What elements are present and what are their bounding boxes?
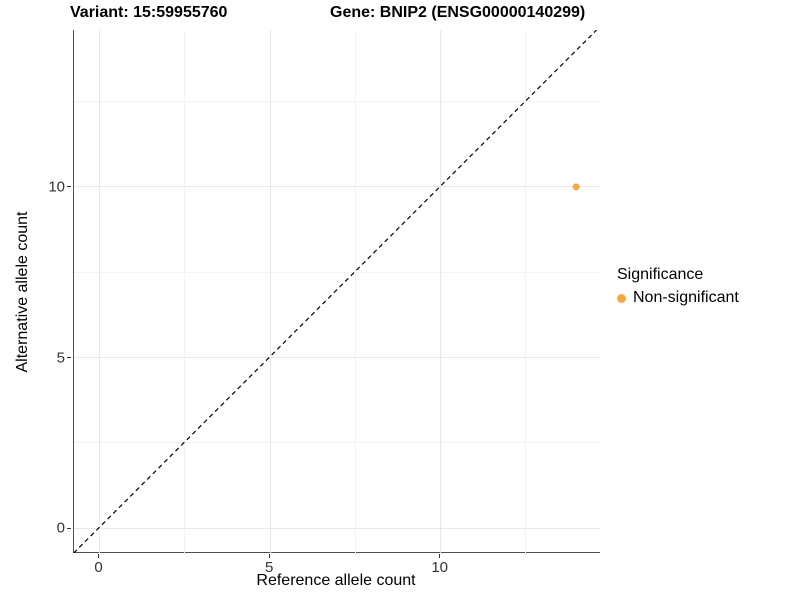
y-tickmark <box>67 527 71 529</box>
x-tickmark <box>268 554 270 558</box>
data-point <box>572 183 580 191</box>
v-gridline <box>440 30 442 553</box>
h-gridline <box>74 357 601 358</box>
variant-title: Variant: 15:59955760 <box>70 4 228 21</box>
h-gridline-minor <box>74 442 601 444</box>
x-tick-label: 10 <box>431 559 449 576</box>
legend-item: Non-significant <box>617 289 739 307</box>
h-gridline-minor <box>74 271 601 273</box>
v-gridline <box>269 30 271 553</box>
h-gridline <box>74 186 601 188</box>
v-gridline-minor <box>354 30 356 553</box>
x-axis-title: Reference allele count <box>256 572 416 589</box>
y-axis-title: Alternative allele count <box>14 211 31 373</box>
plot-layer <box>73 30 598 553</box>
identity-dashed-line <box>73 30 598 553</box>
y-tick-label: 10 <box>48 178 65 196</box>
y-tickmark <box>67 186 71 188</box>
h-gridline-minor <box>74 101 601 103</box>
v-gridline-minor <box>525 30 527 553</box>
x-tick-label: 5 <box>264 559 274 576</box>
legend-title: Significance <box>617 266 704 283</box>
y-tick-label: 5 <box>56 349 65 366</box>
h-gridline <box>74 527 601 529</box>
y-tickmark <box>67 357 71 358</box>
legend-key-dot-icon <box>617 293 626 303</box>
legend-item-label: Non-significant <box>633 289 739 306</box>
x-tickmark <box>439 554 441 558</box>
legend: Significance Non-significant <box>617 266 739 307</box>
v-gridline <box>99 30 101 553</box>
gene-title: Gene: BNIP2 (ENSG00000140299) <box>330 4 586 21</box>
v-gridline-minor <box>184 30 186 553</box>
x-tick-label: 0 <box>94 559 103 576</box>
y-tick-label: 0 <box>56 519 65 537</box>
x-tickmark <box>98 554 100 558</box>
